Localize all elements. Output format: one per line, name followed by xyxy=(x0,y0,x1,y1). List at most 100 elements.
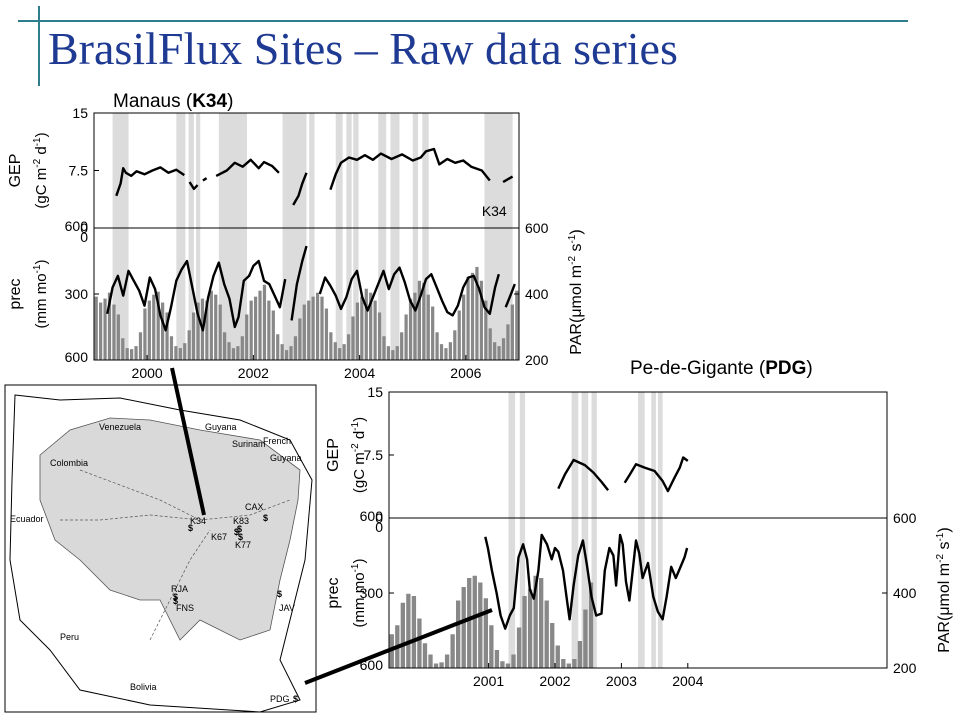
x-tick-label: 2004 xyxy=(344,365,375,381)
precip-bar xyxy=(249,300,253,360)
par-line xyxy=(484,533,689,630)
precip-bar xyxy=(450,634,455,668)
precip-bar xyxy=(510,304,514,360)
river xyxy=(79,469,201,521)
precip-bar xyxy=(461,587,466,668)
precip-bar xyxy=(178,348,182,360)
dry-season-band xyxy=(657,392,663,668)
precip-bar xyxy=(505,663,511,668)
precip-bar xyxy=(400,602,405,668)
par-line xyxy=(290,245,308,321)
precip-bar xyxy=(516,627,522,668)
dry-season-band xyxy=(422,113,429,360)
precip-bar xyxy=(222,332,227,360)
gep-axis-unit: (gC m-2 d-1) xyxy=(32,132,50,208)
gep-y-tick-label: 15 xyxy=(72,105,88,121)
precip-bar xyxy=(484,300,488,360)
prec-y-tick-label-top: 600 xyxy=(360,508,384,524)
precip-bar xyxy=(462,294,466,360)
precip-bar xyxy=(444,348,448,360)
precip-bar xyxy=(138,332,143,360)
precip-bar xyxy=(245,314,249,360)
par-axis-label: PAR(μmol m-2 s-1) xyxy=(567,229,585,354)
precip-bar xyxy=(544,600,549,668)
prec-y-tick-label: 0 xyxy=(375,519,383,535)
dry-season-band xyxy=(519,392,526,668)
precip-bar xyxy=(351,316,355,360)
precip-bar xyxy=(439,344,444,360)
par-y-tick-label: 600 xyxy=(525,220,549,236)
map-country-label: French xyxy=(263,436,291,446)
precip-bar xyxy=(121,338,125,360)
dry-season-band xyxy=(112,113,129,360)
precip-bar xyxy=(453,330,457,360)
map-site-label: RJA xyxy=(171,584,188,594)
map-site-label: JAV xyxy=(279,603,295,613)
title-top-line xyxy=(18,20,908,22)
site-marker-icon: $ xyxy=(238,532,243,542)
dry-season-band xyxy=(196,113,201,360)
precip-bar xyxy=(218,304,222,360)
precip-bar xyxy=(408,298,413,360)
precip-bar xyxy=(515,290,519,360)
precip-bar xyxy=(404,314,408,360)
precip-bar xyxy=(143,308,147,360)
connector-pdg xyxy=(304,608,493,685)
par-y-tick-label: 400 xyxy=(893,585,917,601)
gep-y-tick-label: 0 xyxy=(80,220,88,236)
precip-bar xyxy=(169,336,174,360)
gep-line xyxy=(215,158,280,177)
precip-bar xyxy=(227,342,231,360)
precip-bar xyxy=(165,312,169,360)
precip-bar xyxy=(489,625,494,668)
precip-bar xyxy=(364,288,368,360)
precip-bar xyxy=(125,348,129,360)
dry-season-band xyxy=(508,392,516,668)
map-country-label: Guyana xyxy=(205,422,237,432)
precip-bar xyxy=(475,266,479,360)
map-site-label: PDG xyxy=(270,694,290,704)
precip-bar xyxy=(511,654,516,668)
precip-bar xyxy=(577,641,583,668)
precip-bar xyxy=(550,623,555,668)
dry-season-band xyxy=(282,113,307,360)
precip-bar xyxy=(324,308,329,360)
precip-bar xyxy=(428,654,433,668)
site-label: Pe-de-Gigante (PDG) xyxy=(630,358,813,379)
precip-bar xyxy=(338,348,342,360)
par-line xyxy=(106,259,287,332)
gep-line xyxy=(292,172,308,206)
prec-axis-unit: (mm mo-1) xyxy=(32,260,50,329)
precip-bar xyxy=(174,346,178,360)
precip-bar xyxy=(333,342,337,360)
precip-bar xyxy=(183,343,187,360)
precip-bar xyxy=(231,348,236,360)
site-marker-icon: $ xyxy=(173,592,178,602)
precip-bar xyxy=(406,593,411,668)
precip-bar xyxy=(466,276,470,360)
map-site-label: K34 xyxy=(190,516,206,526)
precip-bar xyxy=(196,302,200,360)
precip-bar xyxy=(456,600,461,668)
site-label: Manaus (K34) xyxy=(113,91,233,112)
par-y-tick-label: 400 xyxy=(525,286,549,302)
precip-bar xyxy=(369,292,373,360)
map-site-label: FNS xyxy=(176,603,194,613)
map-country-label: Bolivia xyxy=(130,682,157,692)
precip-bar xyxy=(539,578,544,668)
site-marker-icon: $ xyxy=(237,524,242,534)
map-country-label: Ecuador xyxy=(10,514,44,524)
dry-season-band xyxy=(581,392,589,668)
precip-bar xyxy=(433,663,439,668)
precip-bar xyxy=(116,314,120,360)
x-tick-label: 2000 xyxy=(132,365,163,381)
precip-bar xyxy=(152,294,156,360)
precip-bar xyxy=(147,300,151,360)
precip-bar xyxy=(103,298,107,360)
precip-bar xyxy=(572,659,577,668)
dry-season-band xyxy=(412,113,419,360)
precip-bar xyxy=(289,346,293,360)
chart-1: Pe-de-Gigante (PDG) 15 7.5 00 300 600 600 200 40… xyxy=(325,358,953,689)
precip-bar xyxy=(497,346,501,360)
precip-bar xyxy=(417,280,422,360)
